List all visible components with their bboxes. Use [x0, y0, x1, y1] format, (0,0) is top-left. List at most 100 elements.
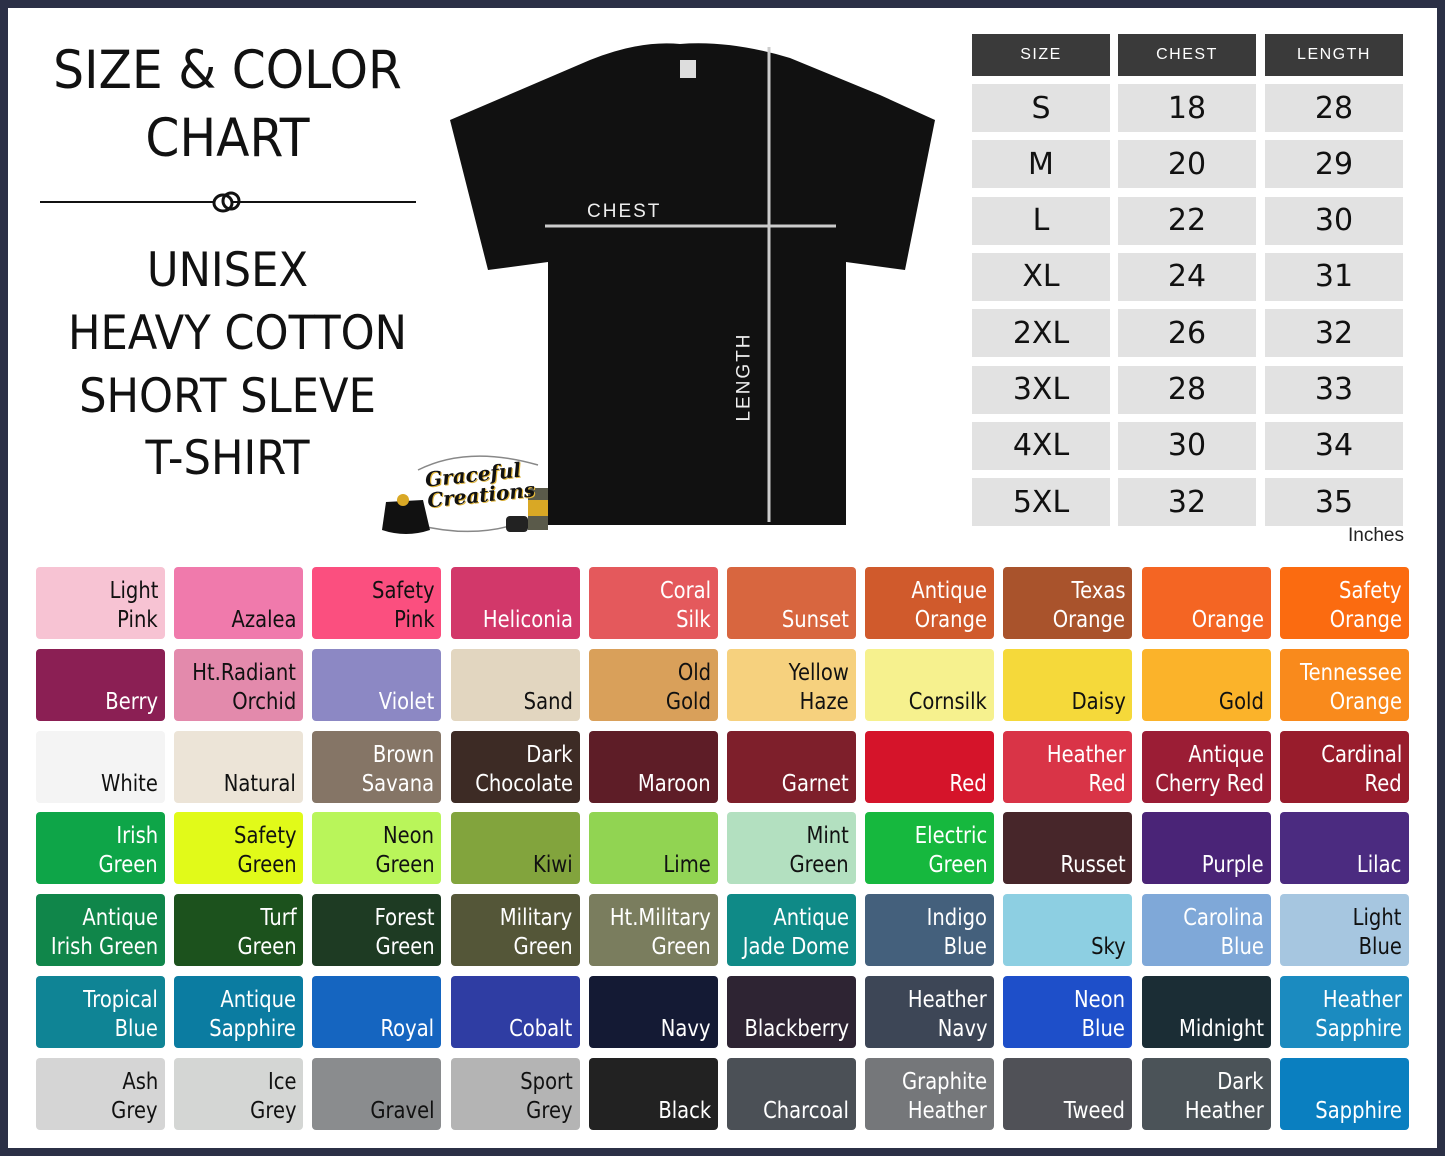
color-swatch-sky: Sky	[1003, 894, 1133, 967]
swatch-label: Heather	[1322, 987, 1402, 1013]
table-header-chest: CHEST	[1118, 34, 1256, 76]
color-swatch-turf-green: Turf Green	[174, 894, 304, 967]
swatch-label: Sport	[520, 1068, 573, 1095]
swatch-label: Dark	[1217, 1068, 1264, 1095]
swatch-label: Texas	[1071, 578, 1126, 604]
size-cell: S	[972, 84, 1110, 132]
color-swatch-yellow-haze: Yellow Haze	[727, 648, 856, 721]
color-swatch-maroon: Maroon	[588, 730, 718, 803]
color-swatch-natural: Natural	[174, 730, 304, 803]
color-swatch-gravel: Gravel	[312, 1057, 442, 1130]
color-swatch-safety-green: Safety Green	[174, 812, 304, 885]
swatch-label: Coral	[659, 578, 711, 604]
tshirt-image	[450, 43, 935, 525]
swatch-label: Violet	[378, 688, 435, 715]
swatch-label: Cornsilk	[909, 688, 988, 715]
swatch-label: Red	[1088, 770, 1126, 797]
swatch-label: Purple	[1201, 852, 1264, 879]
chest-cell: 20	[1118, 140, 1256, 189]
color-swatch-daisy: Daisy	[1003, 648, 1133, 721]
color-swatch-midnight: Midnight	[1141, 976, 1271, 1048]
color-swatch-sunset: Sunset	[727, 567, 856, 639]
color-swatch-white: White	[36, 730, 165, 803]
color-swatch-neon-green: Neon Green	[312, 812, 442, 885]
color-swatch-russet: Russet	[1003, 812, 1133, 885]
color-swatch-purple: Purple	[1141, 812, 1271, 885]
swatch-label: Silk	[676, 607, 711, 633]
swatch-label: Orange	[1191, 607, 1264, 633]
swatch-label: Orchid	[232, 688, 297, 715]
swatch-label: Antique	[220, 987, 297, 1013]
size-cell: 2XL	[972, 309, 1110, 358]
swatch-label: Mint	[806, 823, 849, 850]
color-swatch-sapphire: Sapphire	[1279, 1057, 1409, 1130]
color-swatch-royal: Royal	[312, 976, 442, 1048]
color-swatch-cardinal-red: Cardinal Red	[1279, 730, 1409, 803]
swatch-label: Charcoal	[763, 1097, 849, 1124]
color-swatch-indigo-blue: Indigo Blue	[865, 894, 995, 967]
color-swatch-safety-orange: Safety Orange	[1279, 567, 1409, 639]
swatch-label: Azalea	[231, 607, 297, 633]
swatch-label: Safety	[233, 823, 297, 850]
color-swatch-dark-heather: Dark Heather	[1141, 1057, 1271, 1130]
swatch-label: Antique	[773, 905, 849, 932]
length-cell: 30	[1265, 196, 1403, 245]
swatch-label: Cardinal	[1320, 741, 1402, 768]
color-swatch-garnet: Garnet	[727, 730, 856, 803]
color-swatch-military-green: Military Green	[450, 894, 580, 967]
chest-label: CHEST	[587, 201, 662, 222]
swatch-label: Lilac	[1357, 852, 1402, 879]
color-swatch-cornsilk: Cornsilk	[865, 648, 995, 721]
swatch-label: Green	[236, 852, 297, 879]
swatch-label: Old	[677, 659, 711, 686]
color-swatch-tweed: Tweed	[1003, 1057, 1133, 1130]
swatch-label: Grey	[526, 1097, 573, 1124]
swatch-label: Red	[1364, 770, 1402, 797]
swatch-label: Neon	[1074, 987, 1126, 1013]
color-swatch-charcoal: Charcoal	[727, 1057, 856, 1130]
swatch-label: Forest	[374, 905, 435, 932]
swatch-label: Blue	[1220, 934, 1264, 961]
swatch-label: Sand	[523, 688, 573, 715]
color-swatch-tennessee-orange: Tennessee Orange	[1279, 648, 1409, 721]
chest-cell: 28	[1118, 365, 1256, 414]
swatch-label: Blue	[1082, 1016, 1126, 1042]
color-swatch-heather-sapphire: Heather Sapphire	[1279, 976, 1409, 1048]
product-line-1: UNISEX	[146, 243, 309, 298]
swatch-label: Garnet	[782, 770, 849, 797]
swatch-label: Black	[657, 1097, 711, 1124]
swatch-label: Green	[98, 852, 158, 879]
swatch-label: Natural	[224, 770, 297, 797]
color-swatch-violet: Violet	[312, 648, 442, 721]
swatch-label: Cherry Red	[1154, 770, 1264, 797]
swatch-label: Daisy	[1071, 688, 1126, 715]
swatch-label: Blue	[1358, 934, 1402, 961]
swatch-label: Green	[236, 934, 297, 961]
logo-art-icon	[382, 455, 548, 534]
product-line-2: HEAVY COTTON	[67, 306, 408, 361]
swatch-label: Orange	[1053, 607, 1126, 633]
swatch-label: Blue	[114, 1016, 158, 1042]
color-swatch-lime: Lime	[588, 812, 718, 885]
length-cell: 28	[1265, 84, 1403, 132]
color-swatch-carolina-blue: Carolina Blue	[1141, 894, 1271, 967]
color-swatch-neon-blue: Neon Blue	[1003, 976, 1133, 1048]
swatch-label: Green	[789, 852, 849, 879]
length-cell: 33	[1265, 365, 1403, 414]
swatch-label: Light	[109, 578, 158, 604]
color-swatch-heliconia: Heliconia	[450, 567, 580, 639]
swatch-label: Orange	[1329, 688, 1402, 715]
swatch-label: Safety	[1339, 578, 1402, 604]
color-swatch-texas-orange: Texas Orange	[1003, 567, 1133, 639]
swatch-label: Grey	[249, 1097, 297, 1124]
swatch-label: Jade Dome	[742, 934, 849, 961]
product-line-4: T-SHIRT	[145, 431, 310, 486]
swatch-label: Sapphire	[1315, 1097, 1402, 1124]
color-swatch-old-gold: Old Gold	[588, 648, 718, 721]
swatch-label: Green	[375, 934, 435, 961]
swatch-label: Neon	[383, 823, 435, 850]
length-cell: 31	[1265, 252, 1403, 301]
color-swatch-heather-red: Heather Red	[1003, 730, 1133, 803]
color-swatch-berry: Berry	[36, 648, 165, 721]
swatch-label: Heliconia	[482, 607, 573, 633]
